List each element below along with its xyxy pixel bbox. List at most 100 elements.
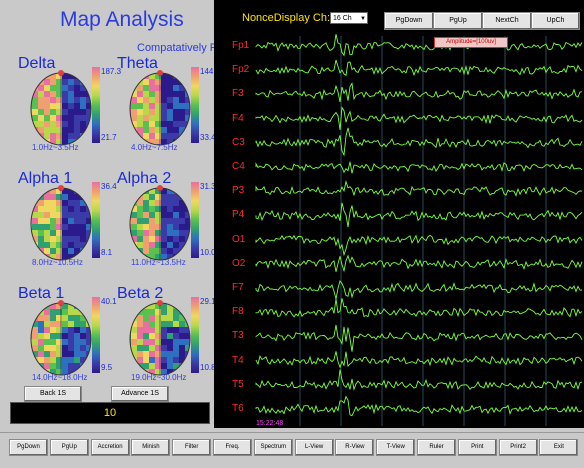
trace-f4 [255, 106, 583, 130]
beta-1-min-value: 9.5 [101, 363, 113, 372]
trace-p4 [255, 202, 583, 228]
trace-t3 [255, 324, 583, 352]
timestamp: 15:22:48 [256, 420, 284, 427]
alpha-1-topomap [30, 185, 92, 261]
beta-1-max-value: 40.1 [101, 297, 117, 306]
trace-o1 [255, 234, 583, 257]
channel-label-c3: C3 [232, 136, 245, 148]
toolbar-l-view-button[interactable]: L-View [294, 439, 334, 456]
alpha-1-frequency-range: 8.0Hz~10.5Hz [32, 258, 83, 267]
alpha-2-min-value: 10.0 [200, 248, 216, 257]
toolbar-exit-button[interactable]: Exit [539, 439, 579, 456]
trace-fp2 [255, 59, 583, 77]
channel-label-t4: T4 [232, 354, 244, 366]
page-title: Map Analysis [60, 8, 184, 31]
eeg-panel [214, 0, 584, 428]
delta-map-title: Delta [18, 55, 56, 72]
beta-2-colorbar [191, 297, 199, 373]
trace-f7 [255, 280, 583, 300]
channel-label-fp1: Fp1 [232, 40, 250, 51]
alpha-2-max-value: 31.3 [200, 182, 216, 191]
channel-label-p4: P4 [232, 209, 245, 221]
channel-label-t6: T6 [232, 403, 244, 414]
value-text: 10 [103, 407, 117, 419]
channel-label-t3: T3 [232, 330, 244, 342]
channel-select-value: 16 Ch [333, 15, 352, 22]
trace-c4 [255, 161, 583, 174]
amplitude-badge: Amplitude=[100uv] [434, 37, 508, 48]
alpha-2-colorbar [191, 182, 199, 258]
channel-label-c4: C4 [232, 161, 245, 172]
alpha-2-topomap [129, 185, 191, 261]
alpha-1-colorbar [92, 182, 100, 258]
alpha-1-max-value: 36.4 [101, 182, 117, 191]
alpha-1-map-title: Alpha 1 [18, 170, 73, 187]
top-pgdown-button[interactable]: PgDown [384, 12, 434, 30]
theta-map-title: Theta [117, 55, 158, 72]
top-pgup-button[interactable]: PgUp [433, 12, 483, 30]
trace-p3 [255, 179, 583, 197]
toolbar-minish-button[interactable]: Minish [131, 439, 171, 456]
chevron-down-icon: ▼ [360, 16, 366, 22]
delta-max-value: 187.3 [101, 67, 122, 76]
toolbar-accretion-button[interactable]: Accretion [90, 439, 130, 456]
trace-f8 [255, 298, 583, 318]
beta-2-map-title: Beta 2 [117, 285, 164, 302]
beta-1-topomap [30, 300, 92, 376]
alpha-2-frequency-range: 11.0Hz~13.5Hz [131, 258, 186, 267]
toolbar-pgdown-button[interactable]: PgDown [9, 439, 48, 456]
channel-label-fp2: Fp2 [232, 64, 250, 76]
delta-colorbar [92, 67, 100, 143]
beta-1-map-title: Beta 1 [18, 285, 65, 302]
channel-label-o2: O2 [232, 257, 246, 269]
alpha-1-min-value: 8.1 [101, 248, 113, 257]
trace-t6 [255, 395, 583, 417]
top-nextch-button[interactable]: NextCh [482, 12, 532, 30]
channel-label-o1: O1 [232, 233, 246, 245]
theta-colorbar [191, 67, 199, 143]
back-1s-button[interactable]: Back 1S [24, 386, 82, 402]
delta-topomap [30, 70, 92, 146]
toolbar-print-button[interactable]: Print [457, 439, 497, 456]
toolbar-filter-button[interactable]: Filter [172, 439, 212, 456]
value-display: 10 [10, 402, 210, 424]
channel-select[interactable]: 16 Ch ▼ [330, 12, 368, 24]
toolbar-print2-button[interactable]: Print2 [498, 439, 538, 456]
theta-frequency-range: 4.0Hz~7.5Hz [131, 143, 178, 152]
eeg-traces [255, 34, 583, 426]
trace-t4 [255, 351, 583, 369]
toolbar-spectrum-button[interactable]: Spectrum [253, 439, 293, 456]
trace-fp1 [255, 34, 583, 57]
beta-2-min-value: 10.8 [200, 363, 216, 372]
channel-label-t5: T5 [232, 378, 244, 390]
alpha-2-map-title: Alpha 2 [117, 170, 172, 187]
channel-label-f3: F3 [232, 88, 244, 100]
delta-frequency-range: 1.0Hz~3.5Hz [32, 143, 79, 152]
beta-1-frequency-range: 14.0Hz~18.0Hz [32, 373, 88, 382]
channel-label-f7: F7 [232, 282, 244, 293]
channel-label-p3: P3 [232, 185, 245, 197]
toolbar-r-view-button[interactable]: R-View [335, 439, 375, 456]
channel-label-f4: F4 [232, 112, 244, 124]
top-upch-button[interactable]: UpCh [531, 12, 580, 30]
beta-2-frequency-range: 19.0Hz~30.0Hz [131, 373, 187, 382]
beta-1-colorbar [92, 297, 100, 373]
toolbar-ruler-button[interactable]: Ruler [417, 439, 456, 456]
theta-topomap [129, 70, 191, 146]
delta-min-value: 21.7 [101, 133, 117, 142]
subtitle: Compatatively Ruler [137, 42, 237, 54]
theta-max-value: 144.1 [200, 67, 221, 76]
channel-label-f8: F8 [232, 306, 244, 318]
toolbar-pgup-button[interactable]: PgUp [49, 439, 89, 456]
trace-c3 [255, 127, 583, 157]
nonce-display-label: NonceDisplay Ch: [242, 12, 331, 24]
toolbar-freq-button[interactable]: Freq. [213, 439, 252, 456]
beta-2-max-value: 29.1 [200, 297, 216, 306]
trace-t5 [255, 369, 583, 391]
theta-min-value: 33.4 [200, 133, 216, 142]
advance-1s-button[interactable]: Advance 1S [111, 386, 169, 402]
beta-2-topomap [129, 300, 191, 376]
trace-o2 [255, 254, 583, 273]
toolbar-t-view-button[interactable]: T-View [376, 439, 416, 456]
trace-f3 [255, 82, 583, 103]
